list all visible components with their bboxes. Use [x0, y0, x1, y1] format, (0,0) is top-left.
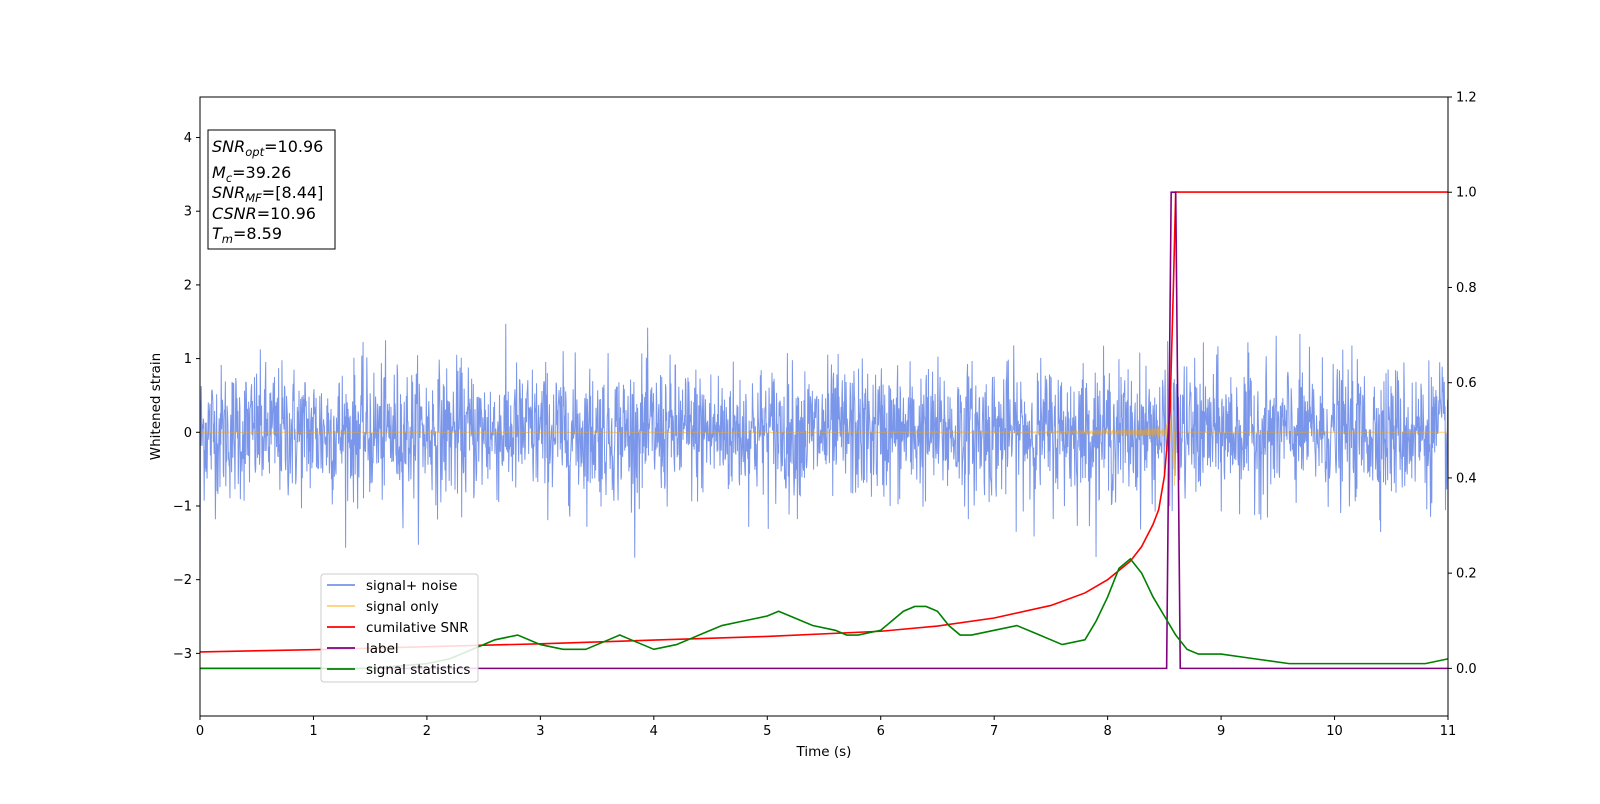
annotation-value: =10.96	[264, 137, 323, 156]
x-axis-label: Time (s)	[796, 744, 852, 760]
x-tick-label: 5	[763, 724, 771, 739]
y-axis-label: Whitened strain	[148, 353, 164, 460]
legend: signal+ noise signal only cumilative SNR la…	[320, 573, 479, 683]
x-tick-label: 6	[877, 724, 885, 739]
annotation-value: =39.26	[232, 163, 291, 182]
y-right-tick-label: 0.0	[1456, 662, 1477, 677]
legend-label: signal statistics	[366, 662, 470, 678]
y-left-tick-label: −2	[173, 573, 192, 588]
y-right-tick-label: 0.4	[1456, 471, 1477, 486]
x-tick-label: 4	[650, 724, 658, 739]
ticks-layer: 0 1 2 3 4 5 6 7 8 9 10 11 −3 −2 −1 0 1 2 3 4 0.0 0.2 0.4 0.6 0.8…	[173, 91, 1477, 740]
y-left-tick-label: 3	[184, 205, 192, 220]
y-right-tick-label: 0.8	[1456, 281, 1477, 296]
x-tick-label: 9	[1217, 724, 1225, 739]
annotation-value: =10.96	[257, 204, 316, 223]
y-left-tick-label: −3	[173, 647, 192, 662]
x-tick-label: 3	[536, 724, 544, 739]
annotation-value: =[8.44]	[262, 183, 324, 202]
x-tick-label: 8	[1103, 724, 1111, 739]
y-left-tick-label: −1	[173, 499, 192, 514]
x-tick-label: 0	[196, 724, 204, 739]
legend-label: signal only	[366, 599, 439, 615]
annotation-subscript: m	[222, 232, 233, 246]
annotation-line: CSNR=10.96	[212, 204, 316, 223]
annotation-symbol: SNR	[212, 183, 245, 202]
annotation-subscript: opt	[245, 145, 264, 159]
legend-label: label	[366, 641, 399, 657]
y-left-tick-label: 2	[184, 278, 192, 293]
annotation-symbol: SNR	[212, 137, 245, 156]
legend-label: signal+ noise	[366, 578, 457, 594]
x-tick-label: 11	[1440, 724, 1457, 739]
y-right-tick-label: 1.2	[1456, 91, 1477, 106]
series-line-signal-only	[200, 414, 1448, 486]
annotation-line: SNRopt=10.96	[212, 137, 323, 159]
annotation-symbol: T	[212, 224, 223, 243]
annotation-value: =8.59	[233, 224, 282, 243]
annotation-line: Mc=39.26	[212, 163, 291, 185]
legend-label: cumilative SNR	[366, 620, 469, 636]
series-line-label	[200, 191, 1448, 670]
annotation-subscript: MF	[245, 191, 262, 205]
legend-frame	[320, 573, 479, 683]
annotation-line: Tm=8.59	[212, 224, 282, 246]
y-left-tick-label: 1	[184, 352, 192, 367]
y-right-tick-label: 0.6	[1456, 376, 1477, 391]
y-right-tick-label: 1.0	[1456, 186, 1477, 201]
series-line-signal-noise	[200, 323, 1448, 580]
x-tick-label: 10	[1326, 724, 1343, 739]
annotation-symbol: M	[212, 163, 226, 182]
series-line-signal-statistics	[200, 557, 1448, 670]
annotation-symbol: CSNR	[212, 204, 257, 223]
x-tick-label: 2	[423, 724, 431, 739]
annotation-box: SNRopt=10.96Mc=39.26SNRMF=[8.44]CSNR=10.…	[207, 129, 336, 250]
annotation-frame	[207, 129, 336, 250]
annotation-line: SNRMF=[8.44]	[212, 183, 323, 205]
y-left-tick-label: 0	[184, 426, 192, 441]
y-left-tick-label: 4	[184, 131, 192, 146]
plot-layer	[200, 191, 1448, 670]
annotation-subscript: c	[226, 171, 233, 185]
axes-frame	[199, 96, 1449, 717]
plot-area	[200, 191, 1448, 670]
x-tick-label: 1	[309, 724, 317, 739]
y-right-tick-label: 0.2	[1456, 567, 1477, 582]
x-tick-label: 7	[990, 724, 998, 739]
series-line-cumilative-snr	[200, 191, 1448, 653]
